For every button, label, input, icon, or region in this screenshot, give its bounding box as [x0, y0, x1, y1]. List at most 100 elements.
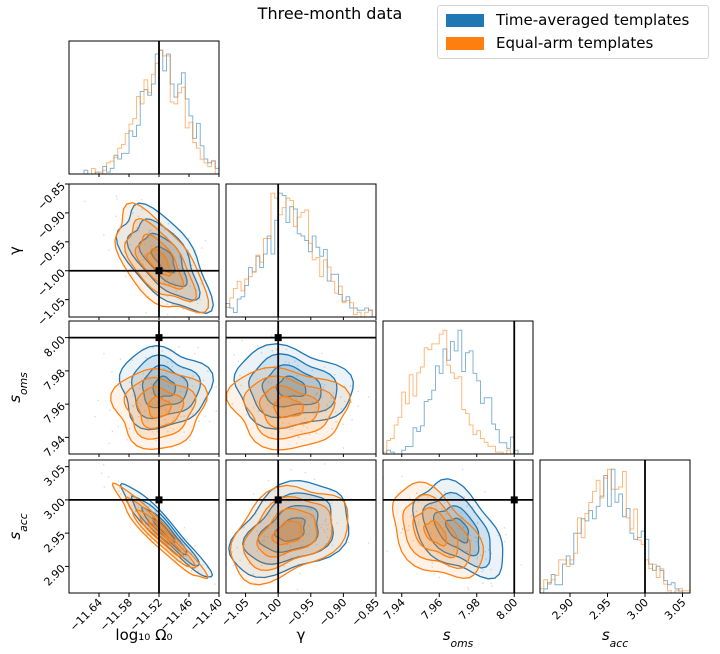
sample-point [287, 389, 290, 391]
sample-point [465, 550, 468, 553]
sample-point [310, 509, 313, 511]
panel-sacc-soms: 7.94 7.96 7.98 8.00 soms [381, 459, 534, 650]
y-tick-label: 2.90 [41, 562, 68, 589]
sample-point [173, 282, 176, 285]
sample-point [189, 439, 191, 442]
sample-point [304, 471, 307, 474]
sample-point [139, 383, 142, 386]
sample-point [269, 501, 271, 504]
sample-point [135, 510, 137, 513]
sample-point [280, 541, 283, 543]
sample-point [291, 428, 294, 430]
sample-point [206, 370, 209, 372]
sample-point [331, 544, 334, 547]
sample-point [138, 402, 141, 404]
panel-soms-gamma [225, 320, 377, 457]
sample-point [294, 360, 296, 363]
sample-point [145, 356, 147, 359]
sample-point [131, 359, 133, 361]
contour-equal-arm [136, 385, 185, 430]
sample-point [169, 246, 172, 248]
sample-point [194, 249, 197, 252]
panel-frame [225, 459, 377, 594]
sample-point [131, 394, 134, 397]
sample-point [472, 506, 474, 508]
sample-point [463, 496, 466, 498]
sample-point [295, 398, 298, 401]
sample-point [289, 544, 291, 547]
sample-point [275, 398, 277, 401]
sample-point [270, 335, 273, 337]
sample-point [435, 505, 437, 507]
x-tick-label: −0.90 [316, 596, 349, 629]
sample-point [303, 531, 305, 534]
sample-point [331, 518, 334, 521]
sample-point [236, 546, 239, 549]
sample-point [402, 527, 404, 530]
sample-point [300, 430, 303, 432]
sample-point [263, 535, 265, 538]
sample-point [174, 272, 177, 274]
sample-point [233, 353, 235, 356]
sample-point [186, 538, 189, 540]
sample-point [155, 510, 157, 513]
panel-content [69, 321, 219, 454]
sample-point [339, 396, 342, 398]
sample-point [128, 427, 131, 430]
sample-point [436, 552, 439, 555]
sample-point [293, 402, 296, 405]
sample-point [134, 507, 137, 509]
sample-point [503, 540, 506, 543]
sample-point [132, 405, 135, 408]
sample-point [204, 239, 207, 242]
sample-point [314, 394, 316, 396]
sample-point [164, 418, 166, 421]
sample-point [243, 526, 246, 529]
sample-point [326, 536, 329, 538]
sample-point [142, 373, 145, 375]
histogram-equal-arm [69, 49, 219, 174]
y-tick-label: 3.00 [41, 496, 68, 523]
sample-point [448, 531, 451, 534]
sample-point [210, 533, 212, 535]
contour-equal-arm [423, 520, 447, 547]
sample-point [166, 303, 168, 305]
sample-point [149, 229, 152, 232]
sample-point [297, 364, 299, 367]
sample-point [342, 423, 344, 425]
contour-time-averaged [118, 345, 215, 431]
sample-point [163, 281, 166, 284]
sample-point [476, 557, 479, 560]
sample-point [484, 490, 486, 493]
sample-point [137, 415, 140, 418]
sample-point [357, 390, 360, 392]
sample-point [466, 505, 468, 508]
histogram-equal-arm [540, 468, 690, 593]
sample-point [191, 385, 194, 387]
sample-point [143, 409, 146, 412]
sample-point [172, 428, 175, 431]
sample-point [172, 273, 175, 275]
panel-content [383, 321, 533, 454]
sample-point [192, 375, 194, 377]
sample-point [332, 392, 335, 394]
x-tick-label: 7.94 [381, 596, 408, 623]
sample-point [485, 558, 487, 560]
sample-point [149, 503, 152, 505]
sample-point [292, 454, 294, 456]
sample-point [407, 525, 410, 527]
sample-point [129, 268, 132, 270]
sample-point [173, 416, 175, 419]
sample-point [197, 571, 200, 573]
contour-equal-arm [242, 495, 333, 572]
sample-point [410, 516, 412, 518]
sample-point [151, 403, 154, 405]
sample-point [457, 527, 459, 530]
sample-point [139, 404, 142, 406]
sample-point [304, 516, 307, 518]
x-tick-label: −0.95 [284, 596, 317, 629]
sample-point [147, 295, 150, 298]
contour-equal-arm [273, 395, 304, 419]
sample-point [340, 407, 343, 410]
sample-point [460, 512, 462, 514]
